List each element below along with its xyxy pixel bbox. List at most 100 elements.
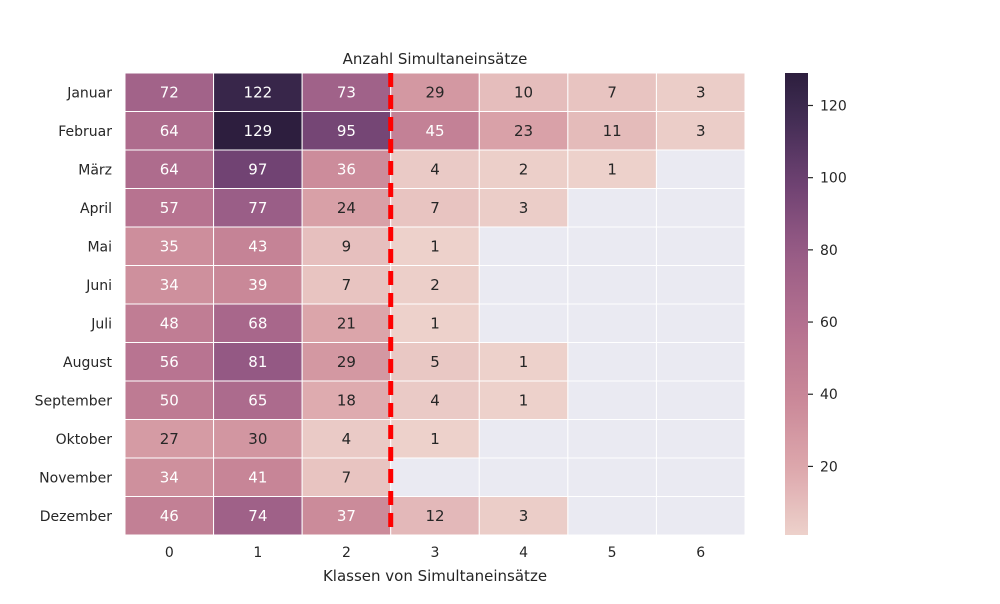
- heatmap-cell: [655, 303, 746, 343]
- y-tick-label: August: [63, 355, 113, 371]
- cell-value-label: 7: [342, 468, 352, 486]
- colorbar-tick-label: 100: [820, 171, 847, 187]
- x-tick-label: 5: [608, 545, 617, 561]
- heatmap-cell: [301, 303, 392, 343]
- heatmap-cell: [478, 303, 569, 343]
- heatmap-cell: [567, 303, 657, 343]
- cell-value-label: 1: [519, 391, 529, 409]
- cell-value-label: 4: [430, 160, 440, 178]
- heatmap-cell: [478, 226, 569, 266]
- cell-value-label: 7: [430, 199, 440, 217]
- heatmap-cell: [213, 226, 303, 266]
- cell-value-label: 5: [430, 353, 440, 371]
- heatmap-cell: [567, 496, 657, 536]
- heatmap-cell: [655, 188, 746, 228]
- cell-value-label: 74: [248, 507, 267, 525]
- heatmap-cell: [390, 226, 480, 266]
- cell-value-label: 30: [248, 430, 267, 448]
- heatmap-cell: [213, 149, 303, 189]
- heatmap-cell: [655, 342, 746, 382]
- cell-value-label: 97: [248, 160, 267, 178]
- heatmap-cell: [213, 457, 303, 497]
- heatmap-cell: [567, 342, 657, 382]
- cell-value-label: 73: [337, 83, 356, 101]
- x-tick-label: 2: [342, 545, 351, 561]
- heatmap-cell: [124, 496, 215, 536]
- cell-value-label: 11: [603, 122, 622, 140]
- cell-value-label: 3: [519, 507, 529, 525]
- cell-value-label: 3: [696, 122, 706, 140]
- cell-value-label: 122: [244, 83, 273, 101]
- heatmap-cell: [478, 342, 569, 382]
- heatmap-cell: [213, 188, 303, 228]
- x-tick-label: 0: [165, 545, 174, 561]
- cell-value-label: 34: [160, 276, 179, 294]
- heatmap-cell: [567, 457, 657, 497]
- cell-value-label: 10: [514, 83, 533, 101]
- heatmap-cell: [301, 188, 392, 228]
- cell-value-label: 29: [337, 353, 356, 371]
- heatmap-cell: [390, 380, 480, 420]
- cell-value-label: 1: [430, 237, 440, 255]
- y-tick-label: Juli: [90, 316, 112, 332]
- heatmap-cell: [390, 457, 480, 497]
- heatmap-cell: [567, 419, 657, 459]
- cell-value-label: 2: [519, 160, 529, 178]
- cell-value-label: 37: [337, 507, 356, 525]
- cell-value-label: 7: [342, 276, 352, 294]
- y-tick-labels: Januar Februar März April Mai Juni Juli August S…: [35, 85, 113, 525]
- cell-value-label: 77: [248, 199, 267, 217]
- heatmap-cell: [124, 380, 215, 420]
- heatmap-cell: [478, 111, 569, 151]
- cell-value-label: 65: [248, 391, 267, 409]
- heatmap-cell: [478, 419, 569, 459]
- cell-value-label: 64: [160, 160, 179, 178]
- heatmap-cell: [655, 226, 746, 266]
- cell-value-label: 24: [337, 199, 356, 217]
- chart-title: Anzahl Simultaneinsätze: [343, 50, 528, 68]
- heatmap-cell: [213, 342, 303, 382]
- cell-value-label: 1: [607, 160, 617, 178]
- heatmap-cell: [301, 380, 392, 420]
- heatmap-cell: [567, 380, 657, 420]
- cell-value-label: 18: [337, 391, 356, 409]
- heatmap-cell: [655, 419, 746, 459]
- cell-value-label: 1: [430, 314, 440, 332]
- cell-value-label: 1: [430, 430, 440, 448]
- cell-value-label: 3: [696, 83, 706, 101]
- heatmap-cell: [124, 188, 215, 228]
- heatmap-cell: [478, 496, 569, 536]
- heatmap-cell: [478, 188, 569, 228]
- cell-value-label: 43: [248, 237, 267, 255]
- heatmap-cell: [213, 496, 303, 536]
- cell-value-label: 129: [244, 122, 273, 140]
- cell-value-label: 72: [160, 83, 179, 101]
- heatmap-cell: [301, 111, 392, 151]
- cell-value-label: 48: [160, 314, 179, 332]
- y-tick-label: November: [39, 470, 112, 486]
- heatmap-cell: [301, 496, 392, 536]
- heatmap-cell: [301, 342, 392, 382]
- y-tick-label: Januar: [66, 85, 112, 101]
- cell-value-label: 21: [337, 314, 356, 332]
- y-tick-label: September: [35, 393, 113, 409]
- cell-value-label: 23: [514, 122, 533, 140]
- cell-value-label: 34: [160, 468, 179, 486]
- cell-value-label: 27: [160, 430, 179, 448]
- y-tick-label: Juni: [85, 278, 112, 294]
- x-tick-label: 4: [519, 545, 528, 561]
- heatmap-cell: [567, 226, 657, 266]
- heatmap-cell: [567, 265, 657, 305]
- heatmap-cell: [478, 149, 569, 189]
- heatmap-cell: [390, 419, 480, 459]
- heatmap-cell: [655, 457, 746, 497]
- heatmap-cell: [301, 149, 392, 189]
- cell-value-label: 35: [160, 237, 179, 255]
- cell-value-label: 29: [425, 83, 444, 101]
- cell-value-label: 57: [160, 199, 179, 217]
- cell-value-label: 50: [160, 391, 179, 409]
- heatmap-cell: [655, 265, 746, 305]
- heatmap-cell: [301, 457, 392, 497]
- cell-value-label: 9: [342, 237, 352, 255]
